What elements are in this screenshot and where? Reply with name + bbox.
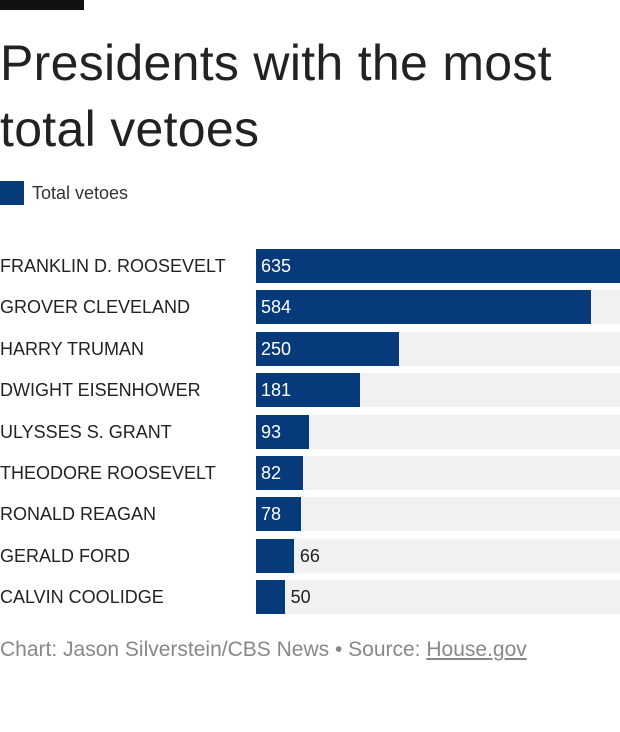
value-label: 66 <box>299 545 320 566</box>
value-label: 78 <box>261 504 282 525</box>
legend-label: Total vetoes <box>32 182 129 203</box>
bar <box>256 497 301 532</box>
category-label: FRANKLIN D. ROOSEVELT <box>0 256 226 276</box>
bar-row: GERALD FORD 66 <box>0 538 620 573</box>
bar-track: 93 <box>256 414 620 449</box>
bar-track: 181 <box>256 373 620 408</box>
value-label: 250 <box>261 338 292 359</box>
bar <box>256 414 310 449</box>
category-label: DWIGHT EISENHOWER <box>0 380 201 401</box>
value-label: 181 <box>261 380 292 401</box>
bar <box>256 456 303 490</box>
bar <box>256 331 400 366</box>
bar-row: RONALD REAGAN 78 <box>0 497 620 532</box>
brand-bar <box>0 0 84 10</box>
bar-track: 635 <box>256 249 620 283</box>
value-label: 584 <box>261 297 292 318</box>
legend-swatch <box>0 181 24 205</box>
value-label: 82 <box>261 463 282 483</box>
bar-track: 78 <box>256 497 620 532</box>
category-label: ULYSSES S. GRANT <box>0 421 172 442</box>
category-label: RONALD REAGAN <box>0 504 157 525</box>
bar-row: CALVIN COOLIDGE 50 <box>0 580 620 615</box>
credit-text: Chart: Jason Silverstein/CBS News • Sour… <box>0 638 427 661</box>
value-label: 50 <box>290 587 311 608</box>
bar-track: 82 <box>256 456 620 490</box>
bar <box>256 290 591 325</box>
bar-track: 584 <box>256 290 620 325</box>
bar-row: ULYSSES S. GRANT 93 <box>0 414 620 449</box>
category-label: GERALD FORD <box>0 545 131 566</box>
value-label: 93 <box>261 421 282 442</box>
category-label: HARRY TRUMAN <box>0 338 145 359</box>
bar-track: 66 <box>256 538 620 573</box>
bar-row: GROVER CLEVELAND 584 <box>0 290 620 325</box>
bar-row: HARRY TRUMAN 250 <box>0 331 620 366</box>
legend: Total vetoes <box>0 181 128 205</box>
bar-track: 50 <box>256 580 620 615</box>
bar <box>256 538 294 573</box>
value-label: 635 <box>261 256 292 276</box>
bar-row: THEODORE ROOSEVELT 82 <box>0 456 620 490</box>
bar-track: 250 <box>256 331 620 366</box>
category-label: GROVER CLEVELAND <box>0 297 191 318</box>
bar-row: DWIGHT EISENHOWER 181 <box>0 373 620 408</box>
category-label: THEODORE ROOSEVELT <box>0 463 216 483</box>
category-label: CALVIN COOLIDGE <box>0 587 164 608</box>
chart-footer: Chart: Jason Silverstein/CBS News • Sour… <box>0 638 527 662</box>
chart-title: Presidents with the most total vetoes <box>0 35 552 157</box>
bar <box>256 249 620 283</box>
bar <box>256 373 360 408</box>
bar <box>256 580 285 615</box>
bar-row: FRANKLIN D. ROOSEVELT 635 <box>0 249 620 283</box>
source-link[interactable]: House.gov <box>426 638 527 661</box>
